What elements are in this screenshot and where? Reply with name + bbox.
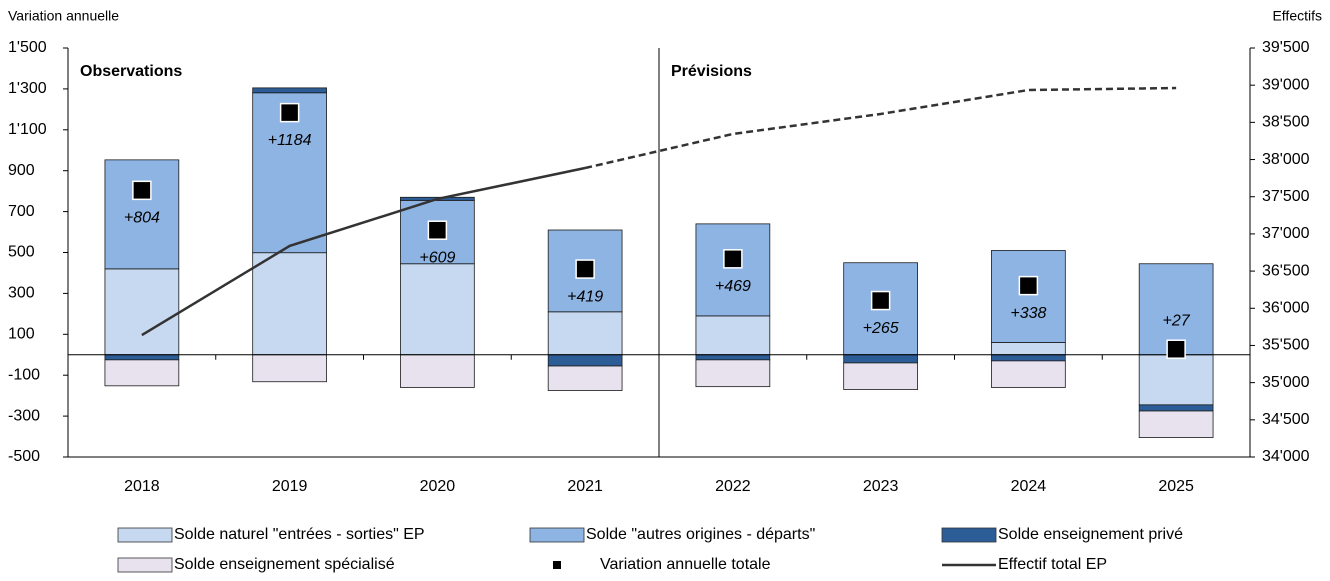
value-label: +27 <box>1163 312 1191 329</box>
marker <box>132 180 152 201</box>
y2-axis-title: Effectifs <box>1272 8 1322 24</box>
y2-tick-label: 35'500 <box>1262 337 1310 354</box>
legend-label: Solde "autres origines - départs" <box>586 526 815 543</box>
y-tick-label: 300 <box>8 285 35 302</box>
legend-swatch <box>553 561 561 569</box>
marker <box>723 249 743 269</box>
bar-segment <box>104 268 180 356</box>
y-tick-label: 1'100 <box>8 121 47 138</box>
y-tick-label: 1'300 <box>8 80 47 97</box>
x-tick-label: 2025 <box>1158 478 1194 495</box>
marker <box>870 290 891 311</box>
legend-label: Solde naturel "entrées - sorties" EP <box>174 526 425 543</box>
y-tick-label: 1'500 <box>8 39 47 56</box>
x-tick-label: 2022 <box>715 478 751 495</box>
y2-tick-label: 37'000 <box>1262 225 1310 242</box>
section-label: Prévisions <box>671 63 752 80</box>
y2-tick-label: 38'500 <box>1262 114 1310 131</box>
x-tick-label: 2021 <box>567 478 603 495</box>
bar-segment <box>1138 404 1214 412</box>
value-label: +1184 <box>268 132 312 149</box>
legend-label: Variation annuelle totale <box>600 556 771 573</box>
line-series <box>141 166 586 337</box>
legend-label: Solde enseignement spécialisé <box>174 556 395 573</box>
bar-segment <box>252 354 327 383</box>
y-tick-label: -100 <box>8 366 40 383</box>
value-label: +419 <box>567 288 603 305</box>
y-tick-label: -300 <box>8 407 40 424</box>
legend-swatch <box>117 527 173 543</box>
bar-segment <box>547 365 623 391</box>
bar-segment <box>991 250 1066 343</box>
marker <box>575 259 595 279</box>
legend-label: Solde enseignement privé <box>998 526 1183 543</box>
x-tick-label: 2023 <box>863 478 899 495</box>
value-label: +469 <box>715 278 751 295</box>
bar-segment <box>547 354 623 367</box>
y2-tick-label: 39'000 <box>1262 76 1310 93</box>
x-tick-label: 2019 <box>272 478 308 495</box>
bar-segment <box>252 87 327 94</box>
bar-segment <box>843 362 918 390</box>
bar-segment <box>252 252 327 356</box>
y2-tick-label: 34'000 <box>1262 448 1310 465</box>
bar-segment <box>991 354 1066 362</box>
bar-segment <box>1138 410 1214 438</box>
x-tick-label: 2020 <box>420 478 456 495</box>
legend-label: Effectif total EP <box>998 556 1107 573</box>
value-label: +804 <box>124 210 160 227</box>
y-tick-label: 500 <box>8 244 35 261</box>
legend-swatch <box>117 557 173 573</box>
bar-segment <box>1138 354 1214 406</box>
y2-tick-label: 34'500 <box>1262 411 1310 428</box>
bar-segment <box>991 342 1066 356</box>
y-tick-label: 100 <box>8 326 35 343</box>
y-tick-label: 700 <box>8 203 35 220</box>
line-series <box>584 86 1177 170</box>
x-tick-label: 2018 <box>124 478 160 495</box>
legend-swatch <box>529 527 585 543</box>
bar-segment <box>695 354 771 361</box>
bar-segment <box>695 315 771 356</box>
y2-tick-label: 36'500 <box>1262 262 1310 279</box>
y2-tick-label: 36'000 <box>1262 299 1310 316</box>
y2-tick-label: 38'000 <box>1262 151 1310 168</box>
y2-tick-label: 37'500 <box>1262 188 1310 205</box>
bar-segment <box>104 354 180 361</box>
legend-swatch <box>941 527 997 543</box>
y-tick-label: 900 <box>8 162 35 179</box>
value-label: +609 <box>419 249 455 266</box>
bar-segment <box>991 360 1066 388</box>
value-label: +265 <box>863 320 899 337</box>
y2-tick-label: 35'000 <box>1262 374 1310 391</box>
value-label: +338 <box>1010 305 1046 322</box>
y-tick-label: -500 <box>8 448 40 465</box>
y-axis-title: Variation annuelle <box>8 8 119 24</box>
bar-segment <box>695 359 771 388</box>
y2-tick-label: 39'500 <box>1262 39 1310 56</box>
bar-segment <box>547 311 623 356</box>
marker <box>1018 275 1039 296</box>
x-tick-label: 2024 <box>1011 478 1047 495</box>
section-label: Observations <box>80 63 182 80</box>
bar-segment <box>104 159 180 270</box>
bar-segment <box>104 359 180 387</box>
bar-segment <box>695 223 771 317</box>
bar-segment <box>400 263 475 356</box>
marker <box>279 102 300 123</box>
marker <box>427 220 448 240</box>
bar-segment <box>400 354 475 388</box>
bar-segment <box>843 354 918 364</box>
marker <box>1166 339 1186 359</box>
